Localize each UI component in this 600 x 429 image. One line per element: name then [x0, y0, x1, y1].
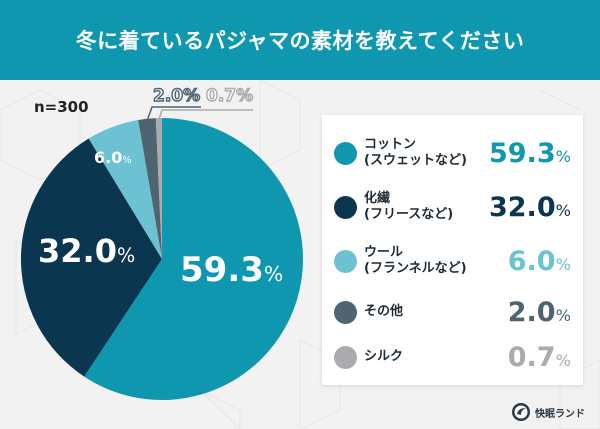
legend-number: 2.0: [507, 296, 556, 328]
percent-sign: %: [122, 155, 132, 166]
slice-label-wool: 6.0%: [94, 148, 131, 167]
legend-label-line2: (スウェットなど): [364, 153, 467, 168]
pie-slice-wool: [88, 120, 162, 259]
legend-value-cotton: 59.3%: [489, 138, 571, 169]
legend-label-line1: ウール: [364, 245, 404, 260]
chart-title: 冬に着ているパジャマの素材を教えてください: [75, 29, 525, 53]
legend-item-silk: シルク 0.7%: [322, 332, 583, 382]
legend-label-line2: (フランネルなど): [364, 261, 467, 276]
percent-sign: %: [263, 262, 284, 286]
slice-value-synthetic: 32.0: [38, 232, 117, 270]
legend-value-synthetic: 32.0%: [489, 192, 571, 223]
moon-logo-icon: [512, 403, 530, 421]
percent-sign: %: [116, 244, 136, 267]
legend-swatch-other: [334, 300, 357, 324]
pie-slice-silk: [155, 117, 162, 259]
pie-slice-synthetic: [20, 138, 163, 377]
legend-label-line2: (フリースなど): [364, 207, 454, 222]
legend-label: 化繊 (フリースなど): [364, 191, 453, 223]
legend-label-line1: 化繊: [364, 191, 391, 206]
legend-number: 0.7: [507, 341, 556, 373]
legend-label: シルク: [364, 349, 403, 365]
percent-sign: %: [555, 305, 571, 325]
slice-label-silk: 0.7%: [205, 85, 254, 106]
legend-swatch-synthetic: [334, 195, 357, 219]
leader-line-other: [146, 106, 201, 122]
legend-label: ウール (フランネルなど): [364, 245, 467, 277]
leader-line-silk: [158, 109, 253, 120]
pie-slice-cotton: [84, 118, 303, 401]
slice-label-cotton: 59.3%: [180, 250, 283, 290]
legend-number: 32.0: [488, 191, 556, 223]
legend-panel: コットン (スウェットなど) 59.3% 化繊 (フリースなど) 32.0% ウ…: [322, 115, 583, 385]
legend-label: コットン (スウェットなど): [364, 137, 467, 169]
brand-name: 快眠ランド: [535, 408, 585, 420]
legend-label-line1: コットン: [364, 137, 417, 152]
legend-swatch-cotton: [334, 141, 357, 165]
legend-value-silk: 0.7%: [508, 342, 571, 373]
percent-sign: %: [555, 350, 571, 370]
legend-label-line1: その他: [364, 304, 404, 319]
legend-item-other: その他 2.0%: [322, 287, 583, 337]
legend-value-wool: 6.0%: [508, 246, 571, 277]
legend-swatch-wool: [334, 249, 357, 273]
legend-number: 59.3: [488, 137, 556, 169]
pie-slice-other: [138, 118, 162, 259]
slice-label-other: 2.0%: [152, 85, 201, 106]
slice-value-wool: 6.0: [94, 148, 123, 167]
percent-sign: %: [555, 146, 571, 166]
legend-label: その他: [364, 304, 403, 320]
legend-value-other: 2.0%: [508, 297, 571, 328]
legend-item-cotton: コットン (スウェットなど) 59.3%: [322, 128, 583, 178]
legend-number: 6.0: [507, 245, 556, 277]
percent-sign: %: [555, 200, 571, 220]
legend-label-line1: シルク: [364, 349, 404, 364]
legend-item-synthetic: 化繊 (フリースなど) 32.0%: [322, 182, 583, 232]
legend-swatch-silk: [334, 345, 357, 369]
slice-label-synthetic: 32.0%: [38, 232, 135, 270]
legend-item-wool: ウール (フランネルなど) 6.0%: [322, 236, 583, 286]
percent-sign: %: [555, 254, 571, 274]
sample-size-label: n=300: [34, 98, 89, 116]
brand-logo: 快眠ランド: [511, 402, 585, 422]
title-banner: 冬に着ているパジャマの素材を教えてください: [0, 0, 600, 80]
slice-value-cotton: 59.3: [180, 250, 264, 290]
